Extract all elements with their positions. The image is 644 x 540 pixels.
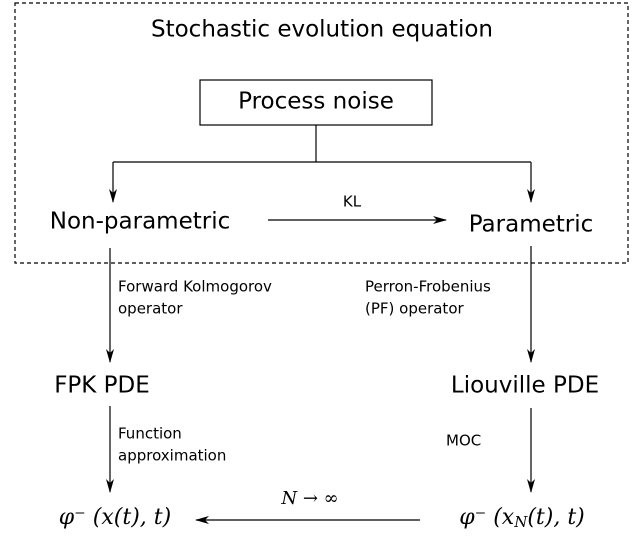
math-rest: (t), t) (527, 505, 584, 530)
edge-label: (PF) operator (365, 300, 464, 318)
node-label: φ⁻ (xN(t), t) (459, 505, 585, 531)
edge-label: N → ∞ (280, 488, 338, 509)
node-label: FPK PDE (54, 373, 150, 399)
title: Stochastic evolution equation (151, 17, 493, 43)
dashed-frame (14, 2, 629, 264)
node-label: φ⁻ (x(t), t) (59, 505, 171, 530)
edge-label: Forward Kolmogorov (118, 278, 272, 296)
connector (113, 125, 531, 163)
edge-label: KL (343, 193, 362, 211)
edge-label: Function (118, 425, 182, 443)
math-subscript: N (513, 513, 528, 531)
edge-label: approximation (118, 447, 226, 465)
node-label: Liouville PDE (451, 373, 599, 399)
node-label: Non-parametric (50, 209, 230, 235)
edge-label: Perron-Frobenius (365, 278, 491, 296)
node-label: Process noise (238, 89, 394, 115)
math-base: φ⁻ (x (459, 505, 515, 530)
edge-label: MOC (446, 432, 481, 450)
node-box (199, 79, 433, 126)
edge-label: operator (118, 300, 183, 318)
node-label: Parametric (469, 212, 594, 238)
